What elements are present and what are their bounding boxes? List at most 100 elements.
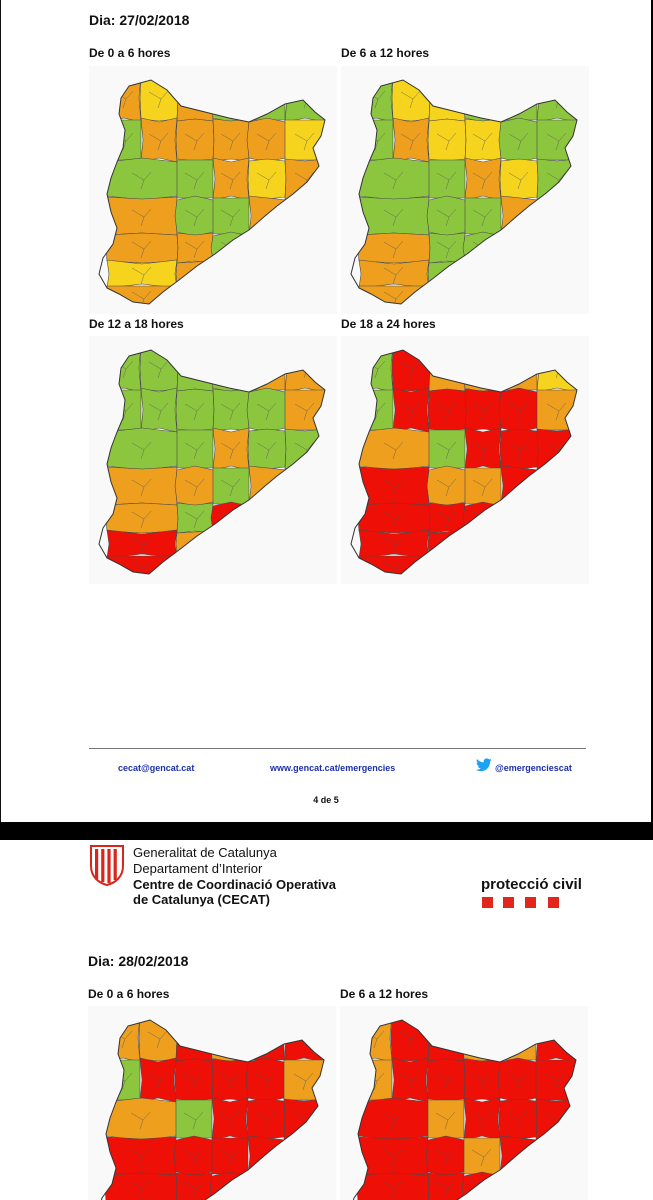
municipal-border xyxy=(528,240,549,259)
municipal-border xyxy=(527,1180,548,1199)
municipal-border xyxy=(471,1148,492,1167)
map-svg xyxy=(352,1019,577,1200)
day-heading: Dia: 27/02/2018 xyxy=(89,12,190,28)
twitter-link[interactable]: @emergenciescat xyxy=(495,763,572,773)
municipal-border xyxy=(130,1111,151,1130)
municipal-border xyxy=(131,171,152,190)
municipal-border xyxy=(508,90,529,109)
zone-ripolles xyxy=(248,350,286,391)
zone-alt-urgell xyxy=(428,80,466,122)
municipal-border xyxy=(184,171,205,190)
footer-divider xyxy=(89,748,586,749)
municipal-border xyxy=(528,478,549,497)
municipal-border xyxy=(435,1030,456,1049)
municipal-border xyxy=(383,510,404,529)
zone-alt-urgell xyxy=(176,80,214,122)
logo-square xyxy=(525,897,536,908)
zone-segria xyxy=(248,465,325,507)
municipal-border xyxy=(276,266,297,285)
municipal-border xyxy=(294,132,315,151)
municipal-border xyxy=(508,402,529,421)
municipal-border xyxy=(454,560,475,574)
municipal-border xyxy=(148,132,169,151)
municipal-border xyxy=(383,240,404,259)
municipal-border xyxy=(276,560,297,574)
twitter-bird-icon xyxy=(475,758,492,772)
municipal-border xyxy=(276,290,297,304)
municipal-border xyxy=(436,402,457,421)
municipal-border xyxy=(399,1072,420,1091)
municipal-border xyxy=(454,266,475,285)
map-svg xyxy=(350,349,578,575)
zone-barcelones xyxy=(209,1171,251,1200)
zone-alt-urgell xyxy=(175,1020,213,1062)
zone-ripolles xyxy=(248,80,286,121)
catalonia-map xyxy=(341,66,589,314)
zone-segria xyxy=(248,195,325,237)
municipal-border xyxy=(131,536,152,555)
municipal-border xyxy=(220,208,241,227)
catalonia-map xyxy=(89,66,337,314)
municipal-border xyxy=(255,1030,276,1049)
municipal-border xyxy=(454,536,475,555)
municipal-border xyxy=(276,240,297,259)
municipal-border xyxy=(220,441,241,460)
zone-tarragones xyxy=(247,554,325,574)
municipal-border xyxy=(148,402,169,421)
municipal-border xyxy=(399,1030,420,1049)
municipal-border xyxy=(294,402,315,421)
municipal-border xyxy=(472,441,493,460)
map-svg xyxy=(98,349,326,575)
municipal-border xyxy=(220,240,241,259)
municipal-border xyxy=(219,1148,240,1167)
map-svg xyxy=(350,79,578,305)
catalonia-map xyxy=(88,1006,336,1200)
municipal-border xyxy=(400,132,421,151)
municipal-border xyxy=(220,402,241,421)
zone-baix-camp xyxy=(176,553,250,574)
cecat-name: Centre de Coordinació Operativa xyxy=(133,877,336,892)
municipal-border xyxy=(148,90,169,109)
municipal-border xyxy=(219,1111,240,1130)
municipal-border xyxy=(472,171,493,190)
map-svg xyxy=(100,1019,325,1200)
org-name: Generalitat de Catalunya xyxy=(133,845,277,860)
zone-baix-camp xyxy=(428,283,502,304)
municipal-border xyxy=(147,1030,168,1049)
municipal-border xyxy=(275,1180,296,1199)
municipal-border xyxy=(436,171,457,190)
municipal-border xyxy=(219,1030,240,1049)
municipal-border xyxy=(184,360,205,379)
zone-alt-urgell xyxy=(427,1020,465,1062)
municipal-border xyxy=(383,208,404,227)
zone-garrigues xyxy=(247,1173,324,1200)
logo-square xyxy=(503,897,514,908)
municipal-border xyxy=(383,266,404,285)
municipal-border xyxy=(545,1072,566,1091)
municipal-border xyxy=(293,1072,314,1091)
catalonia-map xyxy=(89,336,337,584)
municipal-border xyxy=(183,1072,204,1091)
zone-garrigues xyxy=(500,503,577,533)
municipal-border xyxy=(130,1148,151,1167)
zone-garrigues xyxy=(500,233,577,263)
municipal-border xyxy=(202,536,223,555)
municipal-border xyxy=(183,1148,204,1167)
proteccio-civil-logo: protecció civil xyxy=(481,876,582,893)
catalonia-outline xyxy=(98,349,326,575)
catalonia-outline xyxy=(350,79,578,305)
municipal-border xyxy=(528,266,549,285)
municipal-border xyxy=(507,1072,528,1091)
website-link[interactable]: www.gencat.cat/emergencies xyxy=(270,763,396,773)
municipal-border xyxy=(183,1111,204,1130)
zone-barcelones xyxy=(462,501,504,535)
municipal-border xyxy=(255,1111,276,1130)
catalonia-outline xyxy=(98,79,326,305)
email-link[interactable]: cecat@gencat.cat xyxy=(118,763,195,773)
municipal-border xyxy=(184,132,205,151)
municipal-border xyxy=(183,1180,204,1199)
zone-garraf xyxy=(500,530,577,558)
zone-ripolles xyxy=(499,1020,537,1061)
municipal-border xyxy=(256,360,277,379)
municipal-border xyxy=(383,171,404,190)
